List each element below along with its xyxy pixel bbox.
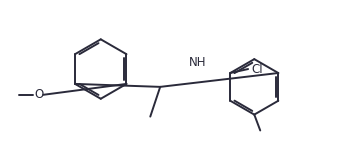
- Text: NH: NH: [189, 56, 207, 69]
- Text: Cl: Cl: [251, 62, 263, 76]
- Text: O: O: [35, 88, 44, 101]
